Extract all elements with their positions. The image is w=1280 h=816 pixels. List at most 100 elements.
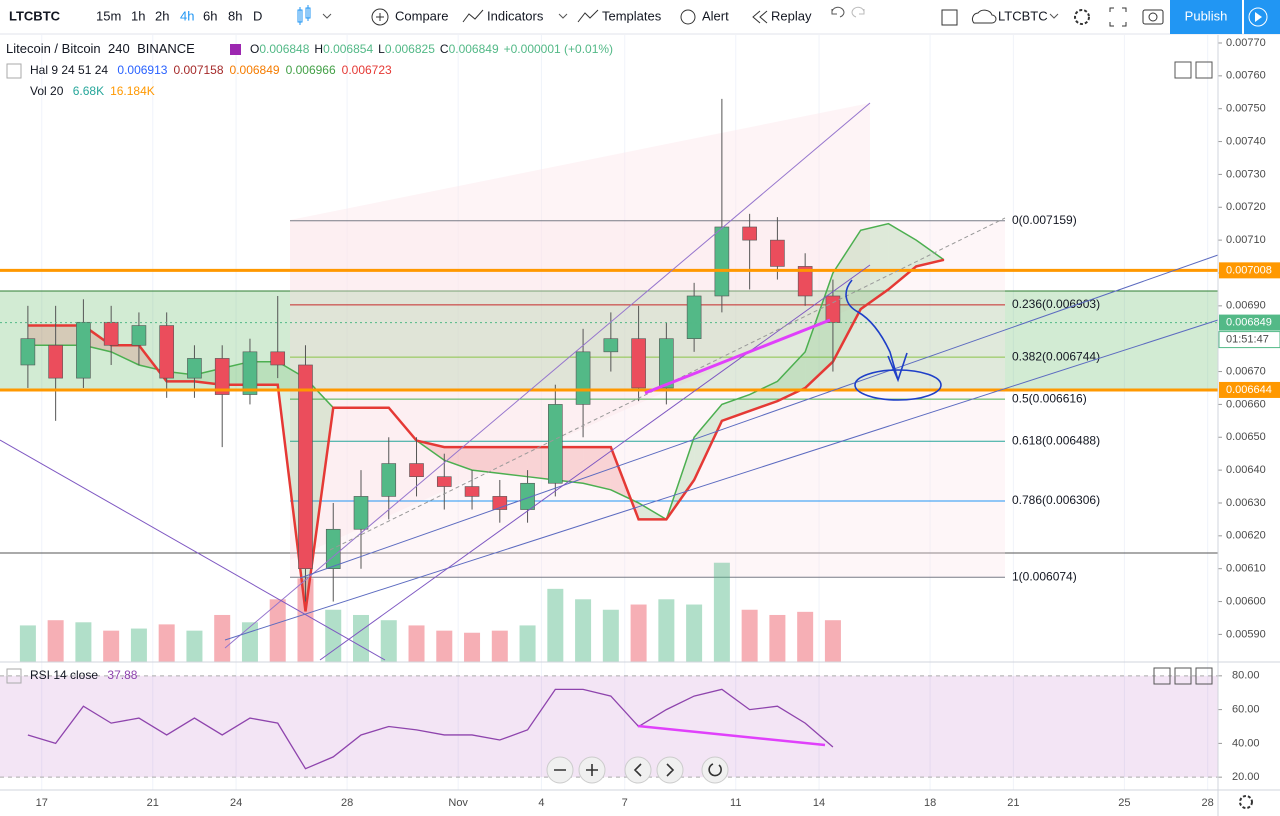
- layout-icon[interactable]: [941, 9, 958, 26]
- alert-button[interactable]: Alert: [702, 8, 729, 23]
- fib-label: 0.382(0.006744): [1012, 349, 1100, 363]
- candle-body: [548, 404, 563, 484]
- y-tick-label: 0.00760: [1226, 70, 1266, 82]
- volume-bar: [575, 599, 592, 662]
- candle-type-icon[interactable]: [297, 5, 311, 25]
- interval[interactable]: 6h: [203, 8, 217, 23]
- scroll-right[interactable]: [656, 756, 684, 784]
- indicator-value: 0.006913: [117, 63, 167, 77]
- interval[interactable]: 4h: [180, 8, 194, 23]
- volume-bar: [436, 630, 453, 662]
- templates-button[interactable]: Templates: [602, 8, 662, 23]
- price-label: 0.006644: [1226, 384, 1272, 396]
- hand-arrow: [845, 279, 908, 383]
- compare-button[interactable]: Compare: [395, 8, 448, 23]
- pane-down[interactable]: [1174, 61, 1192, 79]
- scroll-left[interactable]: [624, 756, 652, 784]
- cloud-fill: [499, 447, 528, 477]
- compare-icon-plus: [376, 13, 384, 21]
- indicator-value: 0.006966: [286, 63, 336, 77]
- replay-icon[interactable]: [752, 10, 768, 24]
- indicator-value: 0.006723: [342, 63, 392, 77]
- replay-button[interactable]: Replay: [771, 8, 812, 23]
- rsi-collapse[interactable]: [6, 668, 22, 684]
- countdown: 01:51:47: [1226, 333, 1269, 345]
- dropdown-arrow[interactable]: [1049, 13, 1059, 19]
- volume-bar: [214, 614, 231, 662]
- compare-icon[interactable]: [371, 8, 389, 26]
- candle-body: [575, 351, 591, 405]
- pane-close[interactable]: [1174, 667, 1192, 685]
- pane-max[interactable]: [1195, 61, 1213, 79]
- fullscreen-icon[interactable]: [1109, 7, 1127, 27]
- alert-icon[interactable]: [680, 9, 696, 25]
- volume-bar: [130, 628, 147, 662]
- candle-body: [409, 463, 424, 477]
- publish-button-bg[interactable]: [1170, 0, 1242, 34]
- rsi-line: [27, 688, 834, 770]
- axis-settings[interactable]: [1239, 795, 1253, 809]
- reset[interactable]: [701, 756, 729, 784]
- y-tick-label: 0.00640: [1226, 464, 1266, 476]
- candle-body: [48, 344, 63, 379]
- candle-body: [76, 321, 91, 379]
- exchange-icon: [230, 44, 241, 55]
- dropdown-arrow[interactable]: [322, 13, 332, 19]
- cloud-fill: [444, 447, 473, 471]
- candle-body: [242, 351, 258, 395]
- nav-buttons: [546, 756, 729, 784]
- interval[interactable]: D: [253, 8, 262, 23]
- drawings-front: [0, 102, 1219, 747]
- fib-label: 0.618(0.006488): [1012, 433, 1100, 447]
- candle-body: [103, 321, 119, 346]
- candle-body: [381, 463, 397, 497]
- x-tick-label: 21: [1007, 797, 1019, 809]
- rsi-pane: [0, 663, 1218, 790]
- indicators-icon[interactable]: [462, 9, 484, 23]
- cloud-icon[interactable]: [971, 9, 997, 24]
- volume-bar: [824, 620, 841, 662]
- price-label-bg: [1219, 262, 1280, 279]
- interval[interactable]: 15m: [96, 8, 121, 23]
- y-tick-label: 0.00740: [1226, 135, 1266, 147]
- templates-icon[interactable]: [577, 9, 599, 23]
- rsi-title: RSI 14 close: [30, 668, 98, 682]
- candle-body: [520, 482, 535, 510]
- pane-up[interactable]: [1153, 667, 1171, 685]
- interval[interactable]: 2h: [155, 8, 169, 23]
- candle-body: [131, 325, 147, 346]
- volume-value: 6.68K: [73, 84, 104, 98]
- volume-bar: [325, 609, 342, 662]
- volume-bar: [769, 614, 786, 662]
- play-icon: [1248, 7, 1268, 27]
- pane-buttons: [1153, 61, 1213, 685]
- volume-bar: [602, 609, 619, 662]
- publish-button[interactable]: Publish: [1185, 8, 1228, 23]
- undo[interactable]: [831, 6, 845, 18]
- ohlc-value: 0.006848: [259, 42, 309, 56]
- x-tick-label: 7: [622, 797, 628, 809]
- y-tick-label: 0.00730: [1226, 168, 1266, 180]
- snapshot-icon[interactable]: [1142, 9, 1164, 25]
- price-label: 0.006849: [1226, 316, 1272, 328]
- interval[interactable]: 1h: [131, 8, 145, 23]
- redo[interactable]: [851, 6, 865, 18]
- countdown-bg: [1218, 331, 1280, 349]
- pane-max[interactable]: [1195, 667, 1213, 685]
- legend-line: Litecoin / Bitcoin 240 BINANCE: [6, 41, 195, 56]
- collapse-legend[interactable]: [6, 63, 22, 79]
- dropdown-arrow[interactable]: [558, 13, 568, 19]
- settings-icon[interactable]: [1074, 9, 1090, 25]
- fib-label: 0.786(0.006306): [1012, 493, 1100, 507]
- y-tick-label: 0.00600: [1226, 595, 1266, 607]
- ohlc-key: H: [314, 42, 323, 56]
- volume-bar: [464, 632, 481, 662]
- symbol[interactable]: LTCBTC: [9, 8, 61, 23]
- volume-legend: Vol 20 6.68K 16.184K: [30, 84, 155, 98]
- interval[interactable]: 8h: [228, 8, 242, 23]
- indicators-button[interactable]: Indicators: [487, 8, 544, 23]
- symbol-search[interactable]: LTCBTC: [998, 8, 1048, 23]
- volume-bar: [380, 620, 397, 662]
- volume-bar: [241, 622, 258, 662]
